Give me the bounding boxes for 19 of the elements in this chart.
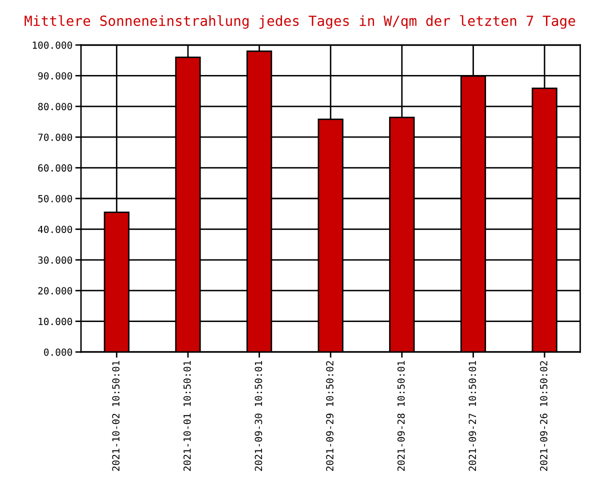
y-tick-label: 50.000	[38, 195, 72, 202]
y-tick-label: 0.000	[44, 348, 72, 356]
y-tick-label: 10.000	[38, 318, 72, 326]
y-tick-label: 30.000	[38, 256, 72, 264]
x-tick-label: 2021-09-26 10:50:02	[540, 361, 548, 471]
x-tick-label: 2021-09-27 10:50:01	[468, 360, 476, 471]
x-tick-label: 2021-09-30 10:50:01	[254, 360, 262, 471]
x-tick-label: 2021-10-02 10:50:01	[112, 360, 120, 471]
y-tick-label: 70.000	[38, 134, 72, 141]
chart-title: Mittlere Sonneneinstrahlung jedes Tages in W/qm der letzten 7 Tage	[24, 15, 576, 29]
x-tick-label: 2021-09-28 10:50:01	[397, 360, 405, 471]
y-tick-label: 60.000	[38, 164, 72, 172]
x-tick-label: 2021-10-01 10:50:01	[183, 360, 191, 471]
y-tick-label: 80.000	[38, 102, 72, 110]
y-tick-label: 90.000	[38, 72, 72, 80]
y-tick-label: 40.000	[38, 226, 72, 234]
x-tick-label: 2021-09-29 10:50:02	[326, 361, 334, 471]
y-tick-label: 100.000	[32, 42, 72, 49]
y-tick-label: 20.000	[38, 287, 72, 294]
